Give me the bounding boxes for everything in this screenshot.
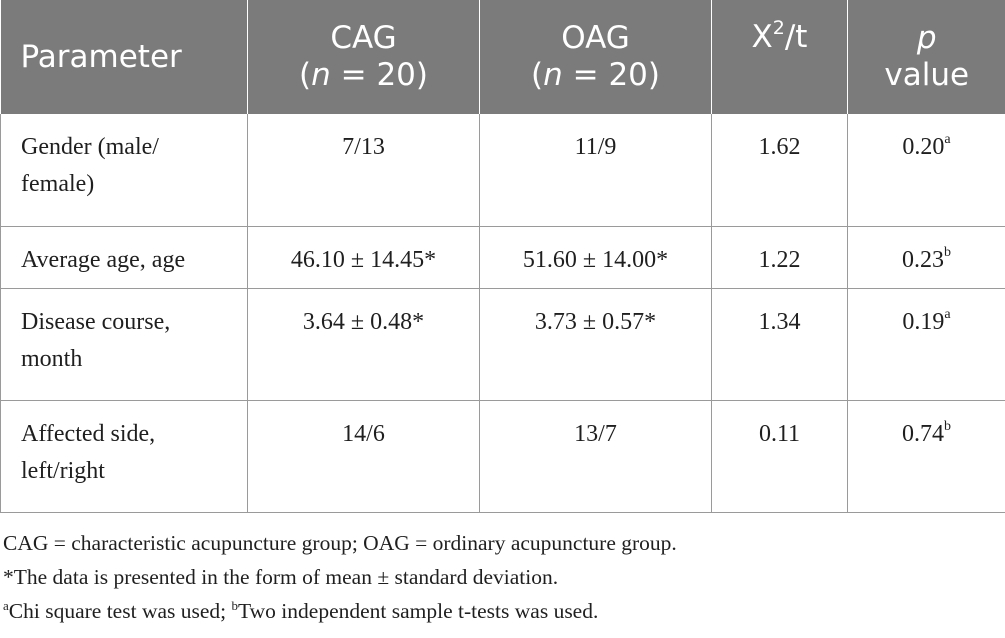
cell-p-value: 0.19a xyxy=(847,288,1005,401)
table-row: Affected side, left/right 14/6 13/7 0.11 … xyxy=(0,400,1005,513)
header-oag-n: (n = 20) xyxy=(531,57,660,93)
header-statistic: X2/t xyxy=(711,0,848,114)
cell-statistic: 1.34 xyxy=(711,288,848,401)
cell-p-value: 0.20a xyxy=(847,114,1005,227)
header-parameter: Parameter xyxy=(0,0,248,114)
cell-cag: 46.10 ± 14.45* xyxy=(247,226,480,289)
header-cag: CAG (n = 20) xyxy=(247,0,480,114)
header-p-label: value xyxy=(884,57,970,93)
header-p-italic: p xyxy=(916,20,937,56)
header-cag-name: CAG xyxy=(330,20,397,56)
cell-oag: 13/7 xyxy=(479,400,712,513)
cell-parameter: Disease course, month xyxy=(0,288,248,401)
footnote-abbreviations: CAG = characteristic acupuncture group; … xyxy=(3,531,677,555)
cell-statistic: 1.22 xyxy=(711,226,848,289)
cell-cag: 3.64 ± 0.48* xyxy=(247,288,480,401)
table-footnotes: CAG = characteristic acupuncture group; … xyxy=(3,526,677,628)
cell-parameter: Average age, age xyxy=(0,226,248,289)
table-header: Parameter CAG (n = 20) OAG (n = 20) X2/t… xyxy=(0,0,1005,114)
footnote-asterisk: *The data is presented in the form of me… xyxy=(3,565,559,589)
cell-p-value: 0.74b xyxy=(847,400,1005,513)
header-oag-name: OAG xyxy=(561,20,630,56)
cell-parameter: Gender (male/female) xyxy=(0,114,248,227)
cell-parameter: Affected side, left/right xyxy=(0,400,248,513)
header-oag: OAG (n = 20) xyxy=(479,0,712,114)
cell-oag: 51.60 ± 14.00* xyxy=(479,226,712,289)
cell-oag: 3.73 ± 0.57* xyxy=(479,288,712,401)
cell-p-value: 0.23b xyxy=(847,226,1005,289)
cell-statistic: 0.11 xyxy=(711,400,848,513)
table-body: Gender (male/female) 7/13 11/9 1.62 0.20… xyxy=(0,114,1005,513)
header-row: Parameter CAG (n = 20) OAG (n = 20) X2/t… xyxy=(0,0,1005,114)
cell-cag: 14/6 xyxy=(247,400,480,513)
table-row: Gender (male/female) 7/13 11/9 1.62 0.20… xyxy=(0,114,1005,227)
cell-statistic: 1.62 xyxy=(711,114,848,227)
header-cag-n: (n = 20) xyxy=(299,57,428,93)
table-row: Disease course, month 3.64 ± 0.48* 3.73 ±… xyxy=(0,288,1005,401)
header-p-value: p value xyxy=(847,0,1005,114)
footnote-tests: aChi square test was used; bTwo independ… xyxy=(3,597,599,623)
table-row: Average age, age 46.10 ± 14.45* 51.60 ± … xyxy=(0,226,1005,289)
baseline-characteristics-table: Parameter CAG (n = 20) OAG (n = 20) X2/t… xyxy=(0,0,1005,513)
cell-oag: 11/9 xyxy=(479,114,712,227)
cell-cag: 7/13 xyxy=(247,114,480,227)
